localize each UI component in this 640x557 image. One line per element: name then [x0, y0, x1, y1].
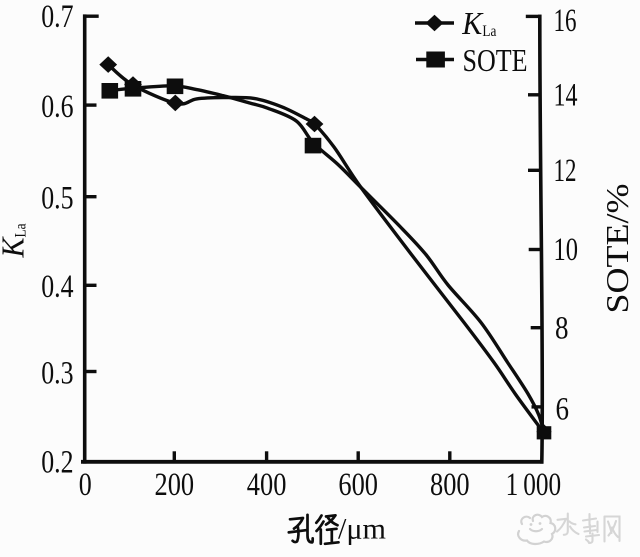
svg-text:14: 14: [554, 78, 578, 114]
svg-text:0: 0: [79, 467, 92, 503]
svg-text:SOTE/%: SOTE/%: [599, 184, 635, 314]
svg-text:K: K: [461, 5, 483, 41]
svg-text:0.2: 0.2: [41, 444, 73, 480]
svg-text:0.4: 0.4: [41, 269, 73, 305]
svg-text:SOTE: SOTE: [463, 42, 528, 78]
svg-text:La: La: [13, 224, 30, 238]
svg-text:0.5: 0.5: [41, 181, 73, 217]
svg-text:0.6: 0.6: [41, 89, 73, 125]
svg-text:La: La: [482, 23, 496, 40]
svg-text:0.3: 0.3: [41, 355, 73, 391]
svg-text:8: 8: [555, 310, 569, 346]
svg-text:800: 800: [430, 467, 470, 503]
svg-text:/μm: /μm: [338, 514, 386, 546]
svg-text:16: 16: [554, 3, 577, 39]
svg-text:6: 6: [556, 391, 570, 427]
svg-text:10: 10: [554, 232, 579, 268]
svg-text:K: K: [0, 236, 31, 258]
svg-text:0.7: 0.7: [41, 0, 73, 35]
svg-text:400: 400: [247, 467, 287, 503]
svg-text:1 000: 1 000: [506, 467, 562, 503]
svg-text:12: 12: [554, 153, 577, 189]
svg-text:200: 200: [155, 467, 195, 503]
svg-text:600: 600: [338, 467, 378, 503]
